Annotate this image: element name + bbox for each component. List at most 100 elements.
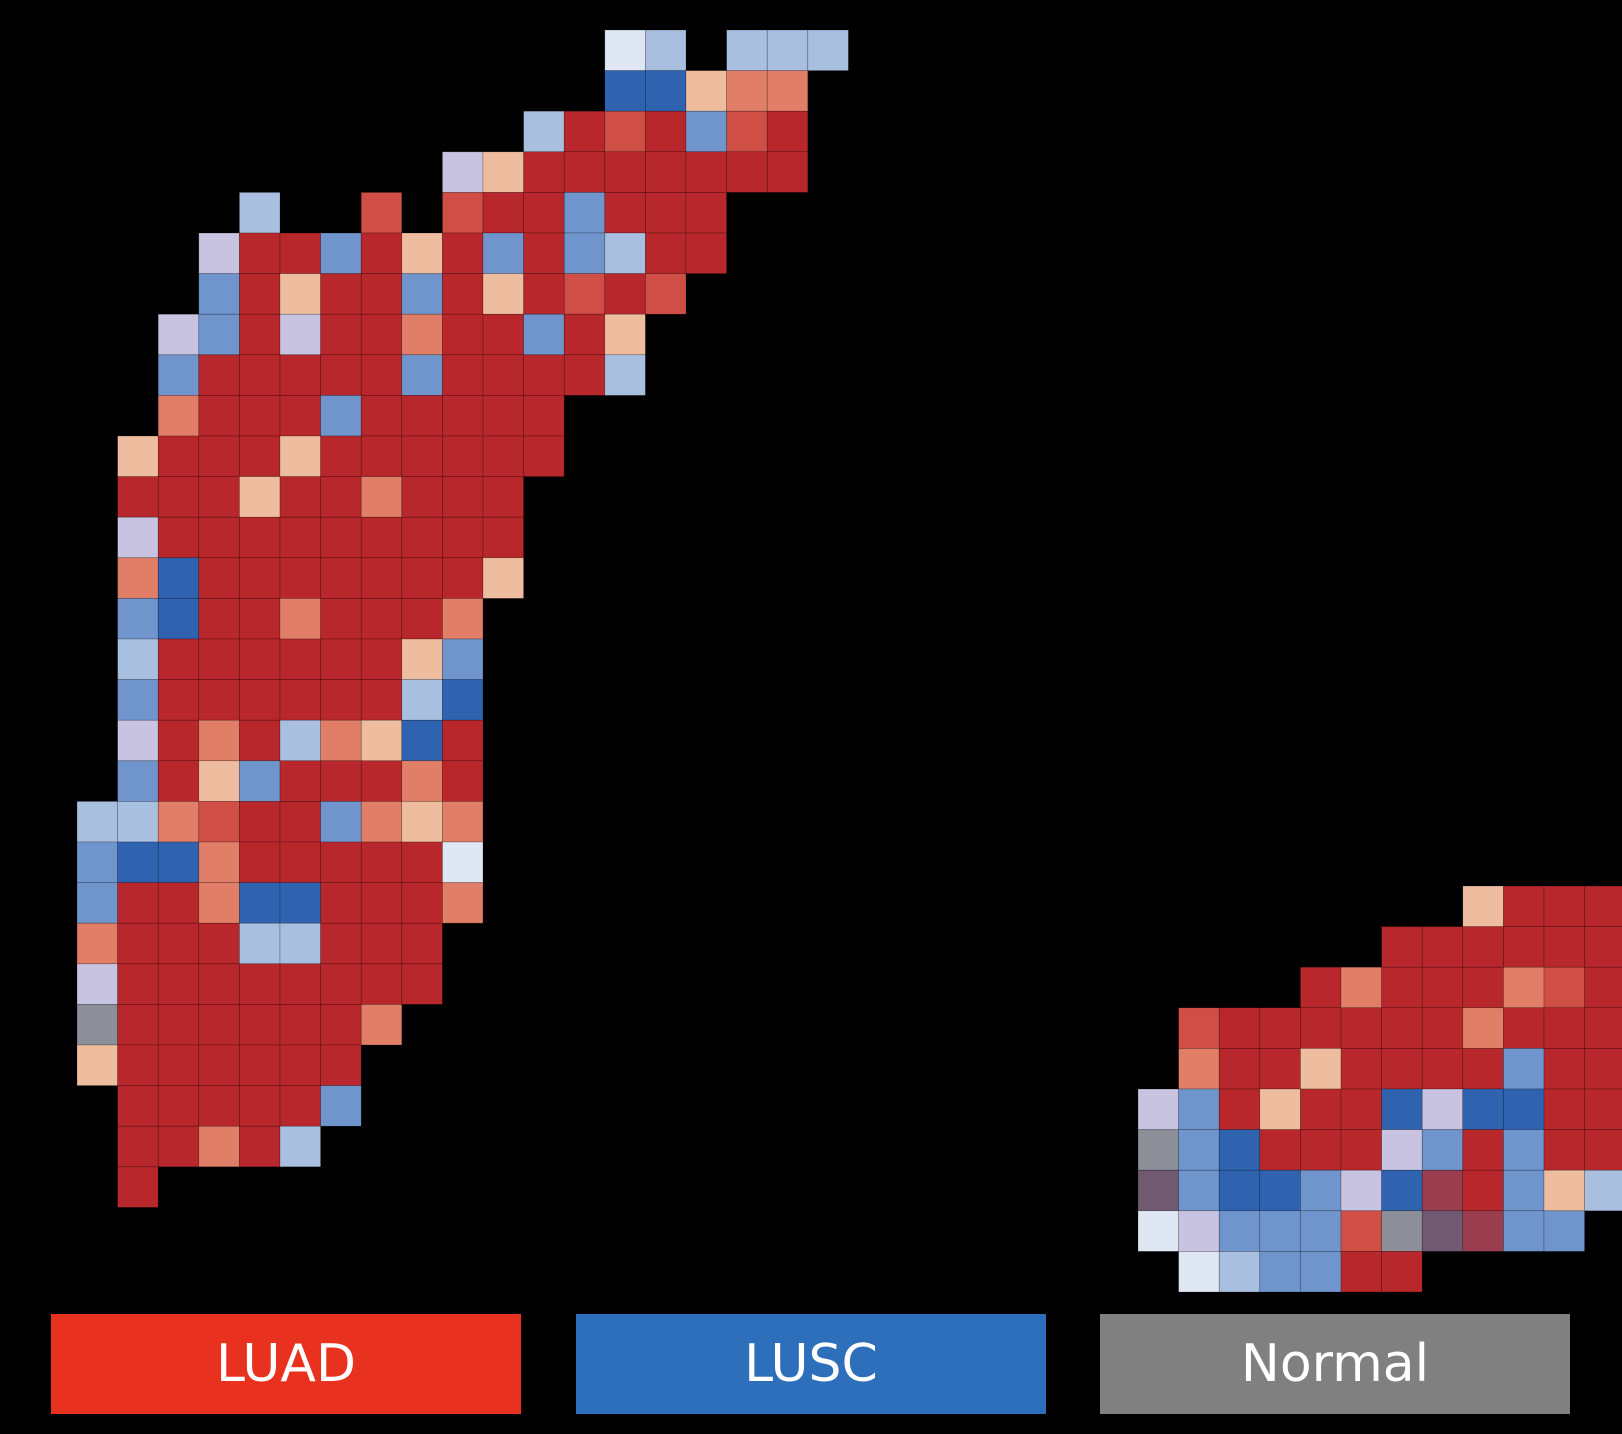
heatmap-tile	[239, 557, 281, 599]
heatmap-tile	[239, 801, 281, 843]
heatmap-tile	[563, 313, 606, 356]
heatmap-tile	[198, 557, 240, 599]
heatmap-tile	[239, 476, 281, 518]
heatmap-tile	[320, 232, 362, 274]
heatmap-tile	[76, 1004, 118, 1046]
heatmap-tile	[1381, 1210, 1423, 1252]
heatmap-tile	[401, 719, 443, 762]
heatmap-tile	[117, 1166, 159, 1208]
heatmap-tile	[117, 1044, 159, 1086]
heatmap-tile	[1178, 1210, 1220, 1252]
heatmap-tile	[1462, 1048, 1504, 1090]
heatmap-tile	[482, 435, 524, 477]
heatmap-tile	[807, 29, 849, 71]
heatmap-tile	[1584, 1129, 1622, 1171]
heatmap-tile	[157, 557, 200, 599]
heatmap-tile	[279, 1004, 321, 1046]
heatmap-tile	[239, 192, 281, 234]
heatmap-tile	[1421, 1169, 1464, 1212]
heatmap-tile	[279, 313, 321, 356]
heatmap-tile	[1300, 966, 1342, 1009]
heatmap-tile	[685, 110, 727, 153]
heatmap-tile	[523, 232, 565, 274]
heatmap-tile	[157, 719, 200, 762]
heatmap-tile	[157, 313, 200, 356]
heatmap-tile	[442, 760, 484, 802]
heatmap-tile	[401, 638, 443, 680]
heatmap-tile	[1421, 1210, 1464, 1252]
heatmap-tile	[279, 232, 321, 274]
heatmap-tile	[482, 354, 524, 396]
heatmap-tile	[198, 1125, 240, 1168]
heatmap-tile	[157, 354, 200, 396]
heatmap-tile	[604, 192, 646, 234]
heatmap-tile	[279, 679, 321, 721]
heatmap-tile	[604, 29, 646, 71]
heatmap-tile	[401, 516, 443, 559]
heatmap-tile	[523, 435, 565, 477]
heatmap-tile	[563, 192, 606, 234]
heatmap-tile	[1584, 1007, 1622, 1049]
heatmap-tile	[1381, 1169, 1423, 1212]
heatmap-tile	[1300, 1129, 1342, 1171]
heatmap-tile	[685, 192, 727, 234]
heatmap-tile	[442, 476, 484, 518]
heatmap-tile	[360, 354, 403, 396]
heatmap-tile	[360, 638, 403, 680]
heatmap-tile	[726, 110, 768, 153]
heatmap-tile	[401, 963, 443, 1005]
legend-lusc: LUSC	[576, 1314, 1046, 1414]
heatmap-tile	[1462, 1007, 1504, 1049]
heatmap-tile	[401, 476, 443, 518]
heatmap-tile	[76, 841, 118, 883]
heatmap-tile	[320, 1085, 362, 1127]
heatmap-tile	[1543, 1048, 1585, 1090]
heatmap-tile	[76, 882, 118, 924]
heatmap-tile	[198, 354, 240, 396]
heatmap-tile	[239, 273, 281, 315]
heatmap-tile	[604, 110, 646, 153]
heatmap-tile	[1543, 1088, 1585, 1130]
heatmap-tile	[198, 1085, 240, 1127]
heatmap-tile	[442, 435, 484, 477]
heatmap-tile	[482, 313, 524, 356]
heatmap-tile	[76, 963, 118, 1005]
heatmap-tile	[1381, 926, 1423, 968]
heatmap-tile	[320, 598, 362, 640]
heatmap-tile	[117, 476, 159, 518]
heatmap-tile	[157, 435, 200, 477]
heatmap-tile	[239, 313, 281, 356]
heatmap-tile	[523, 110, 565, 153]
heatmap-tile	[198, 273, 240, 315]
heatmap-tile	[1218, 1169, 1261, 1212]
heatmap-tile	[523, 273, 565, 315]
heatmap-tile	[1340, 1169, 1382, 1212]
heatmap-tile	[401, 922, 443, 965]
heatmap-tile	[645, 151, 687, 193]
heatmap-tile	[198, 882, 240, 924]
heatmap-tile	[401, 679, 443, 721]
heatmap-tile	[401, 557, 443, 599]
heatmap-tile	[198, 760, 240, 802]
heatmap-tile	[1543, 1210, 1585, 1252]
heatmap-tile	[523, 395, 565, 437]
heatmap-tile	[360, 273, 403, 315]
heatmap-tile	[1300, 1210, 1342, 1252]
heatmap-tile	[279, 354, 321, 396]
heatmap-tile	[157, 882, 200, 924]
tissue-slide-heatmap	[76, 29, 1622, 1293]
heatmap-tile	[360, 435, 403, 477]
heatmap-tile	[360, 232, 403, 274]
heatmap-tile	[198, 841, 240, 883]
heatmap-tile	[645, 110, 687, 153]
heatmap-tile	[604, 151, 646, 193]
heatmap-tile	[157, 760, 200, 802]
heatmap-tile	[279, 598, 321, 640]
heatmap-tile	[279, 922, 321, 965]
heatmap-tile	[1543, 1129, 1585, 1171]
heatmap-tile	[198, 598, 240, 640]
heatmap-tile	[401, 273, 443, 315]
heatmap-tile	[563, 273, 606, 315]
heatmap-tile	[320, 638, 362, 680]
heatmap-tile	[1421, 1048, 1464, 1090]
